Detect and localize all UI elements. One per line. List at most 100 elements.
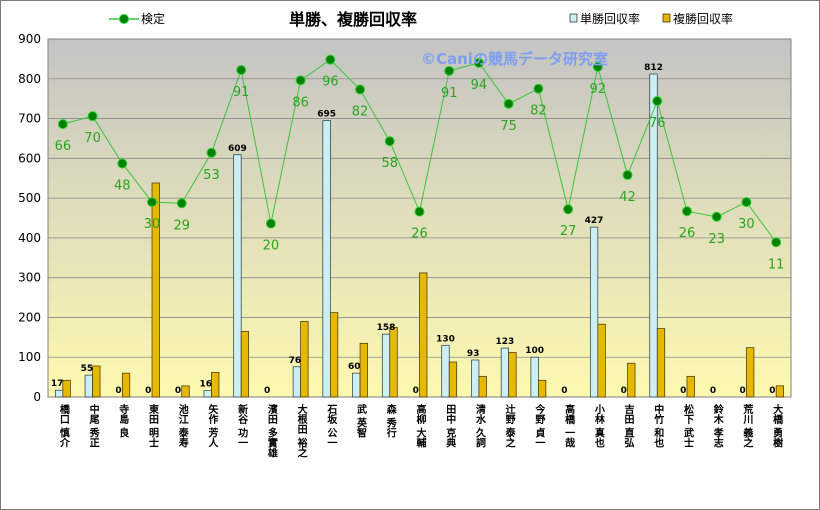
kentei-marker: [384, 136, 395, 147]
legend-label-tansho: 単勝回収率: [580, 11, 640, 26]
legend-label-fukusho: 複勝回収率: [673, 11, 733, 26]
bar-fukusho: [329, 312, 339, 398]
bar-fukusho: [300, 321, 309, 398]
bar-tansho: [233, 154, 242, 398]
x-category-label: 中尾 秀正: [87, 403, 100, 448]
x-category-label: 清水 久詞: [473, 403, 486, 448]
kentei-marker: [473, 57, 484, 68]
kentei-marker: [117, 158, 128, 169]
kentei-data-label: 91: [441, 86, 458, 101]
bar-fukusho: [448, 361, 458, 398]
bar-fukusho: [478, 375, 487, 398]
kentei-data-label: 96: [322, 75, 339, 90]
kentei-marker: [355, 84, 366, 95]
tansho-data-label: 0: [680, 386, 686, 396]
y-tick-label: 800: [18, 72, 41, 86]
bar-fukusho: [121, 372, 131, 398]
y-tick-label: 0: [33, 390, 41, 404]
legend-marker-kentei: [119, 14, 129, 24]
x-category-label: 鈴木 孝志: [711, 403, 724, 448]
x-category-label: 寺島 良: [117, 403, 129, 438]
kentei-marker: [741, 197, 752, 208]
x-category-label: 中竹 和也: [652, 403, 665, 448]
tansho-data-label: 17: [51, 379, 64, 389]
tansho-data-label: 427: [585, 216, 604, 226]
kentei-marker: [87, 111, 98, 122]
legend: 検定 単勝回収率 複勝回収率: [109, 11, 733, 26]
bar-tansho: [471, 359, 480, 398]
bar-tansho: [500, 347, 510, 398]
kentei-data-label: 42: [619, 190, 636, 205]
x-category-label: 田中 克典: [444, 404, 456, 448]
kentei-marker: [414, 206, 425, 217]
bar-fukusho: [627, 362, 636, 398]
y-tick-label: 700: [18, 112, 41, 126]
x-category-label: 矢作 芳人: [206, 403, 218, 448]
kentei-marker: [206, 147, 217, 158]
bar-fukusho: [508, 352, 517, 398]
bar-tansho: [55, 389, 64, 398]
kentei-data-label: 11: [768, 257, 785, 272]
x-category-label: 石坂 公一: [325, 404, 338, 448]
tansho-data-label: 55: [81, 364, 94, 374]
legend-swatch-tansho: [569, 13, 578, 23]
bar-fukusho: [389, 327, 398, 398]
tansho-data-label: 0: [740, 386, 746, 396]
bar-fukusho: [181, 385, 190, 398]
legend-swatch-fukusho: [662, 13, 671, 23]
tansho-data-label: 60: [348, 362, 361, 372]
bar-tansho: [589, 226, 599, 398]
y-tick-label: 100: [18, 350, 41, 364]
tansho-data-label: 0: [561, 386, 567, 396]
tansho-data-label: 0: [145, 386, 151, 396]
bar-tansho: [292, 366, 301, 398]
kentei-data-label: 53: [203, 168, 220, 183]
kentei-data-label: 94: [471, 78, 488, 93]
x-category-label: 小林 真也: [592, 403, 605, 448]
x-category-label: 新谷 功一: [236, 403, 248, 448]
bar-tansho: [84, 374, 93, 398]
kentei-data-label: 91: [233, 85, 250, 100]
bar-tansho: [322, 120, 331, 398]
x-category-label: 橋口 慎介: [57, 403, 70, 448]
x-category-label: 吉田 直弘: [622, 403, 634, 448]
kentei-data-label: 30: [738, 217, 755, 232]
x-category-label: 高柳 大輔: [414, 403, 426, 448]
kentei-data-label: 26: [679, 226, 696, 241]
bar-fukusho: [419, 272, 428, 398]
x-category-label: 濱田 多實雄: [265, 403, 278, 458]
y-tick-label: 600: [18, 151, 41, 165]
bar-tansho: [530, 356, 539, 398]
kentei-marker: [236, 65, 247, 76]
kentei-data-label: 26: [411, 227, 428, 242]
y-tick-label: 900: [18, 32, 41, 46]
bar-tansho: [352, 372, 361, 398]
tansho-data-label: 123: [496, 337, 515, 347]
kentei-data-label: 86: [292, 95, 309, 110]
kentei-data-label: 75: [500, 119, 517, 134]
tansho-data-label: 812: [644, 63, 663, 73]
kentei-data-label: 92: [590, 82, 607, 97]
kentei-marker: [444, 65, 455, 76]
kentei-data-label: 70: [84, 131, 101, 146]
bar-fukusho: [597, 323, 606, 398]
kentei-data-label: 27: [560, 224, 577, 239]
bar-fukusho: [686, 375, 695, 398]
tansho-data-label: 16: [199, 380, 212, 390]
x-category-label: 松下 武士: [681, 403, 693, 448]
tansho-data-label: 0: [769, 386, 775, 396]
bar-fukusho: [746, 347, 755, 398]
bar-fukusho: [211, 371, 220, 398]
kentei-marker: [265, 218, 276, 229]
bar-tansho: [441, 344, 450, 398]
kentei-marker: [711, 211, 722, 222]
bar-fukusho: [92, 365, 101, 398]
bar-fukusho: [359, 342, 368, 398]
bar-tansho: [203, 390, 212, 398]
bar-tansho: [381, 333, 391, 398]
bar-fukusho: [538, 379, 547, 398]
x-category-label: 武 英智: [355, 403, 368, 438]
tansho-data-label: 609: [228, 144, 247, 154]
kentei-data-label: 82: [530, 104, 547, 119]
